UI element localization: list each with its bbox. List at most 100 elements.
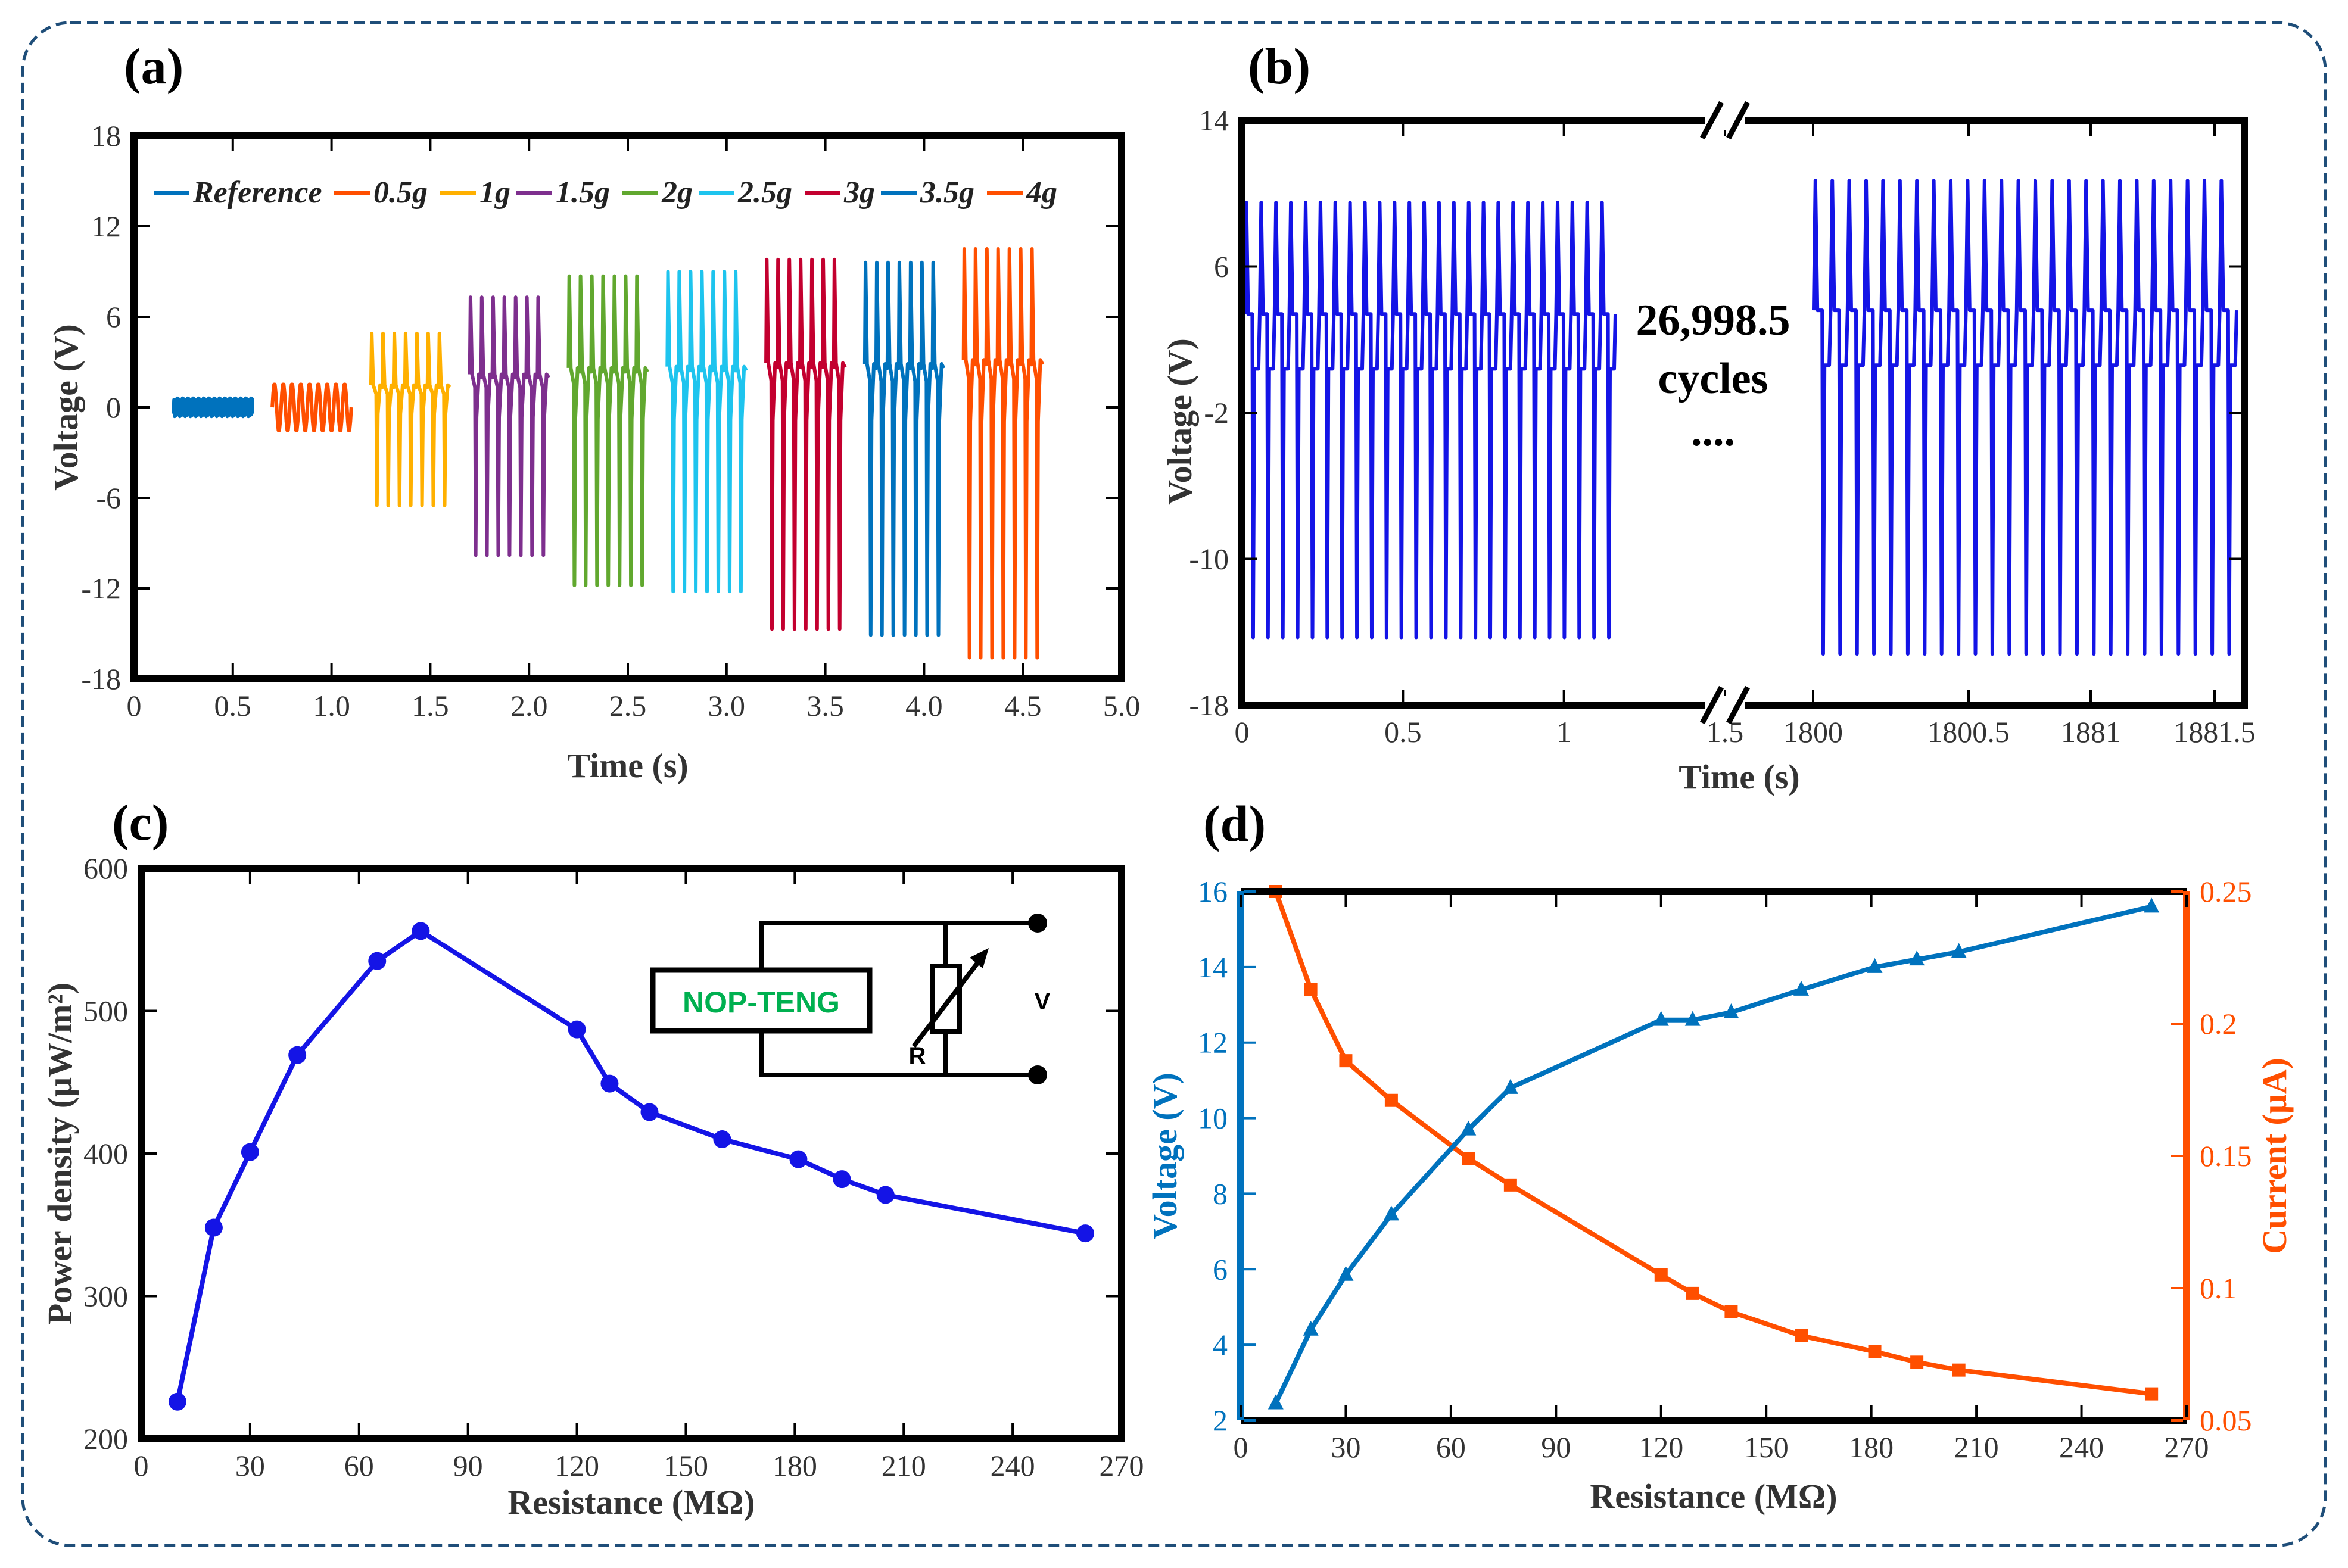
x-tick-label: 150 bbox=[664, 1449, 708, 1482]
legend-label-4g: 4g bbox=[1026, 176, 1057, 210]
panel-a: (a) 0 0.5 1.0 1.5 2.0 2.5 3.0 3.5 4.0 4.5 5.0 18 12 6… bbox=[46, 38, 1140, 785]
x-tick-label: 30 bbox=[235, 1449, 265, 1482]
power-density-point bbox=[1076, 1224, 1095, 1243]
panel-d-ylabel-right: Current (μA) bbox=[2255, 1058, 2294, 1254]
x-tick-label: 3.5 bbox=[806, 689, 844, 722]
panel-c-ylabel: Power density (μW/m²) bbox=[41, 983, 79, 1324]
y-tick-label-right: 0.1 bbox=[2200, 1271, 2237, 1305]
power-density-point bbox=[241, 1143, 259, 1161]
power-density-point bbox=[789, 1150, 808, 1168]
panel-c-axes-box bbox=[138, 865, 1125, 1442]
panel-c-label: (c) bbox=[112, 794, 169, 851]
series-1g-trace bbox=[369, 331, 451, 507]
y-tick-label: -18 bbox=[1189, 688, 1229, 722]
legend-label-2.5g: 2.5g bbox=[737, 176, 792, 210]
panel-a-ticks: 0 0.5 1.0 1.5 2.0 2.5 3.0 3.5 4.0 4.5 5.0 18 12 6 0 -6 -… bbox=[81, 119, 1140, 722]
x-tick-label: 90 bbox=[453, 1449, 483, 1482]
panel-d-plot-area bbox=[1268, 885, 2160, 1410]
x-tick-label: 90 bbox=[1541, 1430, 1571, 1464]
voltage-point bbox=[1268, 1394, 1284, 1410]
y-tick-label-right: 0.2 bbox=[2200, 1007, 2237, 1040]
y-tick-label-left: 8 bbox=[1213, 1177, 1228, 1210]
y-tick-label-left: 12 bbox=[1198, 1026, 1228, 1059]
current-point bbox=[1503, 1178, 1517, 1192]
y-tick-label: 14 bbox=[1199, 104, 1229, 137]
x-tick-label: 150 bbox=[1744, 1430, 1789, 1464]
trace-late-cycles bbox=[1812, 179, 2238, 656]
legend-label-2g: 2g bbox=[661, 176, 693, 210]
panel-b: (b) 0 0.5 1 1.5 1800 1800.5 1881 1881.5 14 6 -2 -10… bbox=[1160, 38, 2256, 796]
panel-d-ylabel-left: Voltage (V) bbox=[1145, 1073, 1184, 1239]
x-tick-label: 270 bbox=[1100, 1449, 1144, 1482]
series-3g-trace bbox=[764, 257, 847, 631]
series-0.5g-trace bbox=[270, 382, 353, 432]
current-point bbox=[1339, 1054, 1353, 1068]
series-2g-trace bbox=[566, 274, 649, 587]
y-tick-label-left: 2 bbox=[1213, 1404, 1228, 1437]
y-tick-label: -6 bbox=[96, 481, 121, 515]
voltage-point bbox=[1338, 1265, 1354, 1281]
y-tick-label-left: 14 bbox=[1198, 950, 1228, 984]
panel-b-annotation-dots: .... bbox=[1691, 407, 1735, 456]
voltage-point bbox=[1684, 1011, 1701, 1026]
panel-b-xlabel: Time (s) bbox=[1679, 757, 1800, 796]
voltage-point bbox=[1653, 1011, 1669, 1026]
voltage-point bbox=[1303, 1320, 1319, 1336]
series-Reference-trace bbox=[172, 396, 254, 419]
voltage-point bbox=[1502, 1078, 1518, 1094]
panel-c-plot-area bbox=[168, 922, 1095, 1411]
panel-a-axes-box bbox=[130, 132, 1125, 682]
x-tick-label: 1.5 bbox=[1706, 715, 1744, 749]
x-tick-label: 1.5 bbox=[412, 689, 449, 722]
series-4g-trace bbox=[961, 247, 1045, 660]
y-tick-label: 500 bbox=[83, 995, 128, 1028]
circuit-nop-teng-label: NOP-TENG bbox=[683, 986, 840, 1019]
x-tick-label: 0.5 bbox=[1384, 715, 1422, 749]
voltage-point bbox=[1723, 1003, 1739, 1018]
x-tick-label: 60 bbox=[1436, 1430, 1466, 1464]
y-tick-label: 12 bbox=[91, 210, 121, 243]
trace-early-cycles bbox=[1243, 201, 1617, 640]
current-point bbox=[1795, 1329, 1808, 1342]
current-point bbox=[1910, 1355, 1924, 1369]
panel-b-annotation-count: 26,998.5 bbox=[1636, 296, 1790, 345]
panel-b-axis-break-bottom-slash-2 bbox=[1726, 685, 1750, 725]
power-density-point bbox=[876, 1186, 895, 1204]
voltage-point bbox=[1951, 943, 1967, 958]
power-density-point bbox=[412, 922, 430, 940]
x-tick-label: 0 bbox=[1235, 715, 1250, 749]
y-tick-label: -10 bbox=[1189, 543, 1229, 576]
panel-b-plot-area bbox=[1243, 179, 2238, 656]
voltage-point bbox=[2144, 897, 2160, 913]
panel-d-ticks: 0 30 60 90 120 150 180 210 240 270 16 14 12 10 8 6 4 2 0.2… bbox=[1198, 875, 2252, 1464]
x-tick-label: 120 bbox=[555, 1449, 599, 1482]
y-tick-label: 0 bbox=[106, 391, 121, 424]
y-tick-label: 6 bbox=[106, 300, 121, 333]
y-tick-label: 600 bbox=[83, 852, 128, 885]
x-tick-label: 210 bbox=[882, 1449, 926, 1482]
circuit-bottom-wire bbox=[759, 1031, 1038, 1077]
y-tick-label: -2 bbox=[1204, 396, 1229, 429]
y-tick-label-right: 0.05 bbox=[2200, 1404, 2252, 1437]
x-tick-label: 1881.5 bbox=[2173, 715, 2256, 749]
voltage-line bbox=[1273, 904, 2153, 1405]
x-tick-label: 0.5 bbox=[214, 689, 252, 722]
x-tick-label: 2.5 bbox=[609, 689, 647, 722]
circuit-terminal-top bbox=[1028, 914, 1047, 933]
legend-label-3g: 3g bbox=[843, 176, 875, 210]
current-point bbox=[2145, 1387, 2159, 1401]
power-density-point bbox=[713, 1130, 731, 1149]
power-density-point bbox=[568, 1020, 586, 1039]
series-3.5g-trace bbox=[862, 260, 946, 637]
x-tick-label: 210 bbox=[1954, 1430, 1999, 1464]
outer-frame bbox=[21, 21, 2327, 1547]
y-tick-label-left: 10 bbox=[1198, 1102, 1228, 1135]
y-tick-label-right: 0.15 bbox=[2200, 1139, 2252, 1173]
circuit-top-wire bbox=[759, 921, 1038, 970]
current-line bbox=[1273, 890, 2152, 1396]
panel-a-plot-area bbox=[172, 247, 1045, 660]
power-density-point bbox=[640, 1103, 659, 1121]
circuit-terminal-bottom bbox=[1028, 1065, 1047, 1084]
current-point bbox=[1952, 1363, 1966, 1377]
y-tick-label-right: 0.25 bbox=[2200, 875, 2252, 908]
